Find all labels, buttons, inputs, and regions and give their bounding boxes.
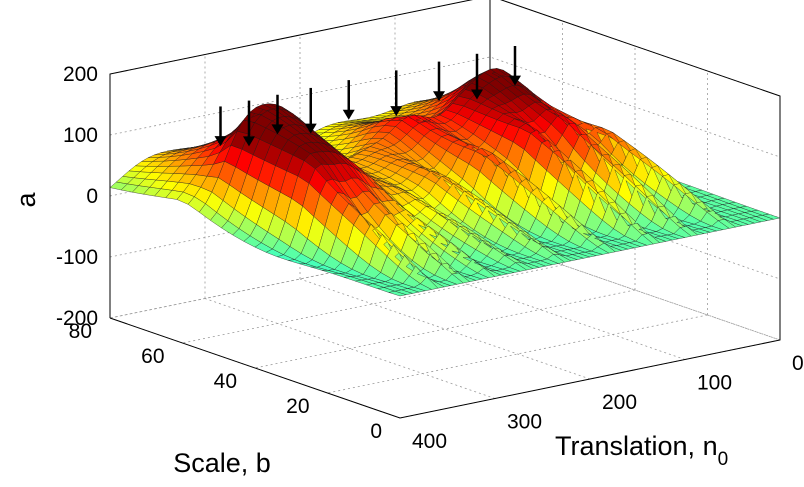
x-tick-label: 200 bbox=[602, 391, 637, 414]
grid-line bbox=[110, 0, 780, 96]
y-tick-label: 0 bbox=[370, 420, 382, 443]
grid-line bbox=[300, 279, 590, 379]
y-axis-label: Scale, b bbox=[173, 448, 271, 478]
grid-line bbox=[255, 290, 635, 368]
x-axis-label-main: Translation, n bbox=[555, 431, 718, 461]
z-tick-label: -100 bbox=[56, 246, 98, 269]
arrow-head bbox=[343, 110, 355, 120]
z-tick-label: 100 bbox=[63, 124, 98, 147]
z-tick-label: 200 bbox=[63, 63, 98, 86]
z-tick-label: 0 bbox=[86, 185, 98, 208]
x-tick-label: 0 bbox=[792, 352, 804, 375]
x-axis-label: Translation, n0 bbox=[555, 431, 728, 470]
y-tick-label: 40 bbox=[214, 370, 237, 393]
x-tick-label: 400 bbox=[412, 430, 447, 453]
x-tick-label: 100 bbox=[697, 372, 732, 395]
surface-layer bbox=[110, 68, 780, 296]
x-axis-label-sub: 0 bbox=[718, 449, 729, 470]
arrow-marker bbox=[343, 80, 355, 120]
y-tick-label: 60 bbox=[141, 345, 164, 368]
z-axis-label: a bbox=[11, 192, 41, 208]
y-tick-label: 20 bbox=[286, 395, 309, 418]
x-tick-label: 300 bbox=[507, 411, 542, 434]
y-tick-label: 80 bbox=[69, 320, 92, 343]
